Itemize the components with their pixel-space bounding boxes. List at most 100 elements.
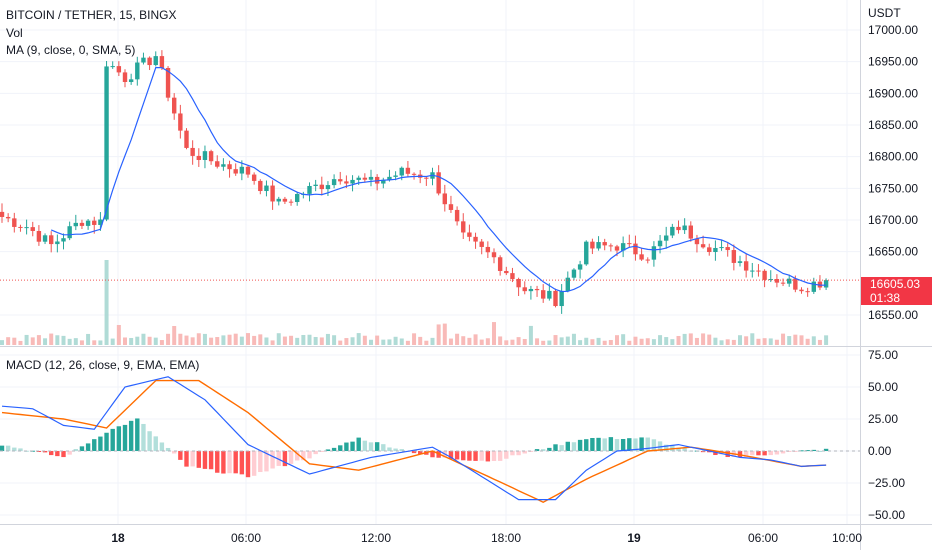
volume-bar <box>147 336 152 345</box>
histogram-bar <box>811 449 816 451</box>
histogram-bar <box>516 451 521 456</box>
candle-body <box>657 240 663 247</box>
candle-body <box>473 236 478 242</box>
volume-bar <box>36 335 41 345</box>
time-axis[interactable]: 18 06:00 12:00 18:00 19 06:00 10:00 <box>111 531 862 545</box>
price-tick-label: 16800.00 <box>868 150 918 164</box>
candle-body <box>122 72 128 83</box>
ma-legend[interactable]: MA (9, close, 0, SMA, 5) <box>6 43 136 57</box>
volume-legend[interactable]: Vol <box>6 26 23 40</box>
volume-bar <box>98 340 103 345</box>
volume-bar <box>811 336 816 345</box>
volume-bar <box>412 333 417 345</box>
volume-bar <box>750 333 755 345</box>
candle-body <box>196 155 201 160</box>
macd-tick-label: 25.00 <box>868 412 898 426</box>
candle-body <box>79 222 85 226</box>
volume-bars <box>0 260 829 345</box>
candle-body <box>651 246 657 260</box>
volume-bar <box>688 333 693 345</box>
candle-body <box>497 257 503 271</box>
histogram-bar <box>608 437 614 451</box>
volume-bar <box>559 337 564 345</box>
volume-bar <box>793 334 798 345</box>
histogram-bar <box>110 428 115 451</box>
volume-bar <box>215 337 220 345</box>
histogram-bar <box>276 451 281 466</box>
candle-body <box>645 259 650 261</box>
histogram-bar <box>128 420 134 451</box>
candle-body <box>276 198 281 202</box>
histogram-bar <box>202 451 208 469</box>
candle-body <box>116 66 122 73</box>
volume-bar <box>387 339 392 345</box>
volume-bar <box>166 333 171 345</box>
candle-body <box>92 220 97 225</box>
histogram-bar <box>122 424 128 451</box>
volume-bar <box>651 339 656 345</box>
volume-bar <box>18 340 23 345</box>
candle-body <box>664 235 669 241</box>
candlesticks[interactable] <box>0 50 829 314</box>
volume-bar <box>467 337 472 345</box>
volume-bar <box>12 337 17 345</box>
histogram-bar <box>553 444 558 451</box>
candle-body <box>344 181 349 184</box>
candle-body <box>516 278 521 288</box>
histogram-bar <box>18 448 23 451</box>
volume-bar <box>682 333 687 345</box>
histogram-bar <box>381 444 386 451</box>
volume-bar <box>184 335 189 345</box>
histogram-bar <box>307 451 312 459</box>
histogram-bar <box>504 451 509 459</box>
volume-bar <box>430 337 435 345</box>
macd-axis[interactable]: 75.00 50.00 25.00 0.00 −25.00 −50.00 <box>868 348 905 522</box>
volume-bar <box>565 336 570 345</box>
histogram-bar <box>5 445 11 451</box>
volume-bar <box>116 324 121 345</box>
volume-bar <box>627 340 632 345</box>
candle-body <box>694 238 700 245</box>
histogram-bar <box>620 439 626 451</box>
candle-body <box>731 250 737 263</box>
candle-body <box>190 147 195 156</box>
histogram-bar <box>627 438 632 451</box>
volume-bar <box>528 325 533 345</box>
candle-body <box>411 173 417 175</box>
histogram-bar <box>411 451 417 454</box>
macd-legend[interactable]: MACD (12, 26, close, 9, EMA, EMA) <box>6 358 200 372</box>
volume-bar <box>332 335 337 345</box>
candle-body <box>639 254 644 260</box>
histogram-bar <box>762 451 767 456</box>
candle-body <box>682 225 687 231</box>
volume-bar <box>405 340 410 345</box>
volume-bar <box>67 338 72 345</box>
volume-bar <box>781 333 786 345</box>
candle-body <box>153 56 158 66</box>
candle-body <box>774 279 780 283</box>
price-axis[interactable]: 17000.00 16950.00 16900.00 16850.00 16800.00… <box>868 23 918 322</box>
histogram-bar <box>633 438 638 451</box>
candle-body <box>743 261 749 271</box>
candle-body <box>313 184 318 186</box>
candle-body <box>233 169 238 174</box>
volume-bar <box>510 339 515 345</box>
histogram-bar <box>49 451 54 456</box>
price-tick-label: 16550.00 <box>868 308 918 322</box>
volume-bar <box>633 336 638 345</box>
symbol-title[interactable]: BITCOIN / TETHER, 15, BINGX <box>6 8 177 22</box>
volume-bar <box>239 336 244 345</box>
volume-bar <box>738 335 742 345</box>
time-tick-label: 18 <box>111 531 125 545</box>
candle-body <box>42 235 48 242</box>
candle-body <box>172 97 177 114</box>
candle-body <box>811 281 816 292</box>
histogram-bar <box>805 450 810 452</box>
candle-body <box>147 57 152 66</box>
candle-body <box>49 235 54 245</box>
candle-body <box>534 288 540 291</box>
histogram-bar <box>387 447 392 451</box>
volume-bar <box>442 323 447 345</box>
candle-body <box>424 177 429 179</box>
